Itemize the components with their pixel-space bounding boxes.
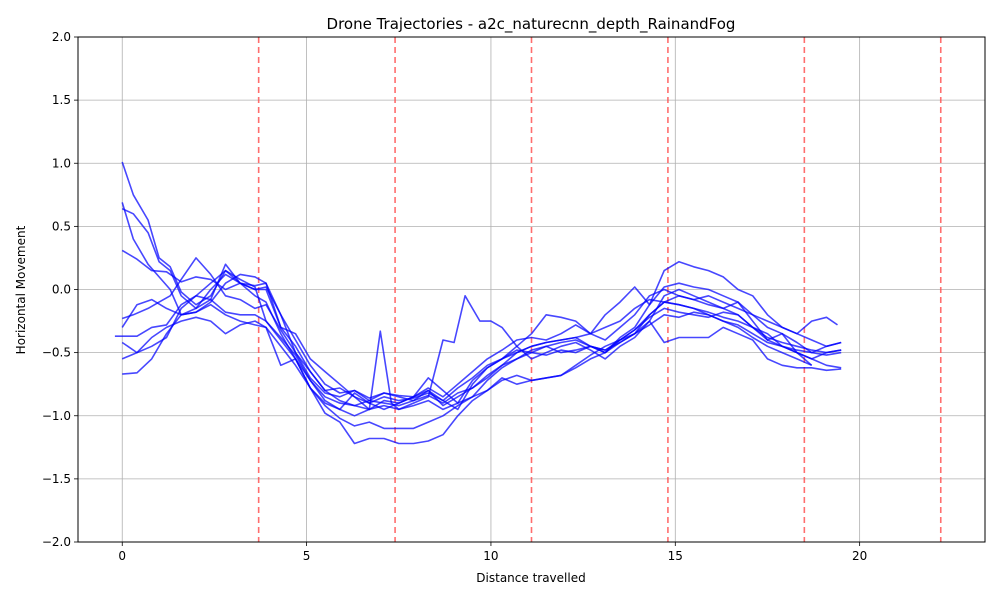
x-axis-label: Distance travelled: [476, 571, 585, 585]
trajectory-line: [121, 161, 813, 411]
trajectory-line: [121, 257, 842, 399]
x-tick-label: 20: [852, 549, 867, 563]
y-tick-label: 2.0: [52, 30, 71, 44]
y-tick-label: 1.0: [52, 156, 71, 170]
trajectory-series: [114, 161, 842, 445]
trajectory-line: [121, 249, 842, 407]
x-tick-label: 10: [483, 549, 498, 563]
trajectory-line: [121, 260, 838, 411]
y-tick-label: 0.5: [52, 219, 71, 233]
trajectory-line: [122, 303, 842, 445]
x-tick-label: 5: [303, 549, 311, 563]
y-tick-label: −1.0: [42, 409, 71, 423]
trajectory-line: [121, 202, 842, 411]
axis-ticks: 0 5 10 15 20 −2.0 −1.5 −1.0 −0.5 0.0 0.5 1.0 1.5 2.0: [42, 30, 867, 563]
y-tick-label: 0.0: [52, 283, 71, 297]
y-axis-label: Horizontal Movement: [14, 225, 28, 354]
trajectory-line: [121, 311, 813, 430]
trajectory-line: [121, 298, 842, 417]
y-tick-label: 1.5: [52, 93, 71, 107]
y-tick-label: −0.5: [42, 346, 71, 360]
x-tick-label: 0: [118, 549, 126, 563]
x-tick-label: 15: [668, 549, 683, 563]
y-tick-label: −2.0: [42, 535, 71, 549]
y-tick-label: −1.5: [42, 472, 71, 486]
chart-title: Drone Trajectories - a2c_naturecnn_depth…: [327, 15, 736, 34]
